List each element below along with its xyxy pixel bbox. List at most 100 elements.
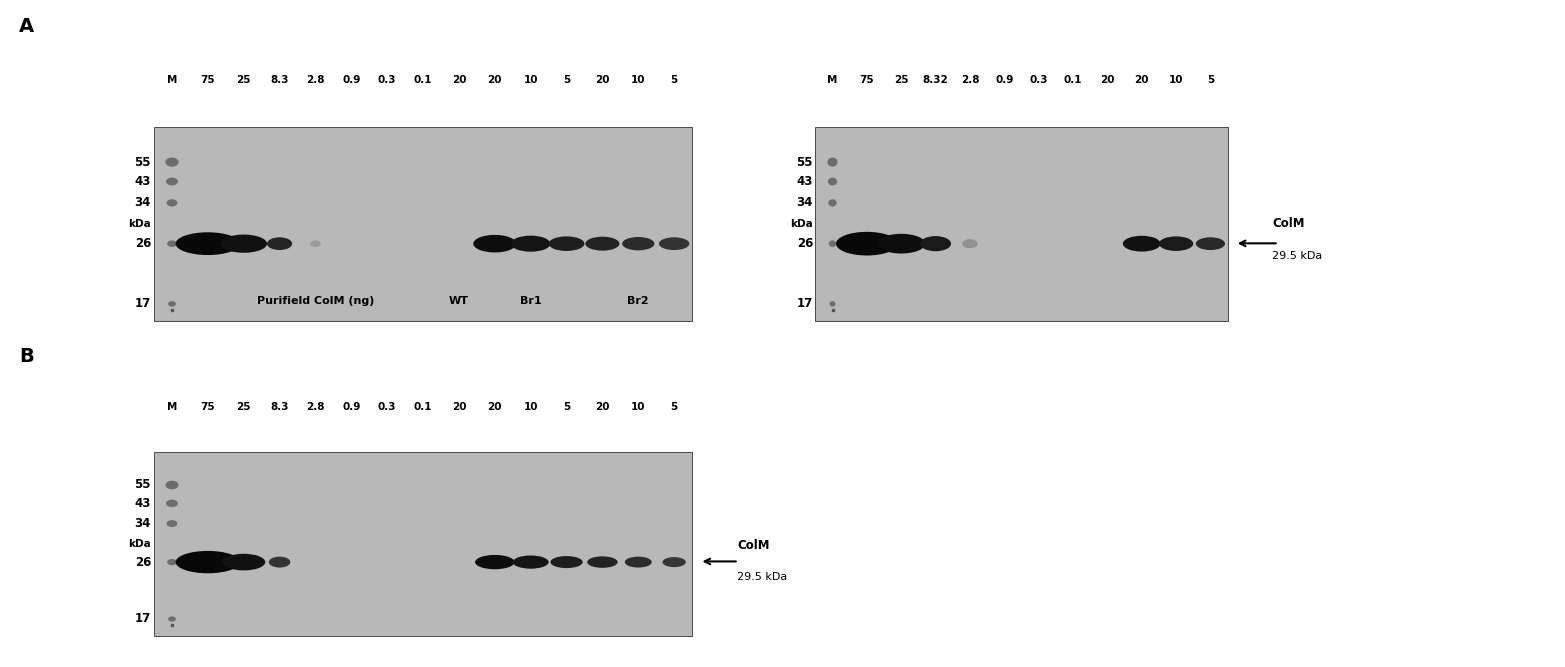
Text: 26: 26: [135, 556, 150, 568]
Text: 26: 26: [135, 237, 150, 250]
Ellipse shape: [836, 232, 898, 255]
Ellipse shape: [167, 559, 177, 565]
Ellipse shape: [476, 555, 515, 569]
Ellipse shape: [828, 199, 837, 207]
Text: 0.1: 0.1: [413, 402, 432, 412]
Text: 29.5 kDa: 29.5 kDa: [1272, 251, 1322, 261]
Ellipse shape: [166, 500, 178, 507]
Ellipse shape: [623, 237, 654, 250]
Text: 0.1: 0.1: [1064, 75, 1083, 85]
Ellipse shape: [876, 234, 925, 253]
Text: 20: 20: [595, 75, 610, 85]
Text: 5: 5: [670, 402, 678, 412]
Text: 5: 5: [563, 75, 570, 85]
Text: WT: WT: [449, 295, 470, 305]
Text: 34: 34: [135, 196, 150, 209]
Ellipse shape: [1160, 236, 1193, 251]
Ellipse shape: [513, 556, 549, 569]
Text: 0.9: 0.9: [995, 75, 1014, 85]
Text: kDa: kDa: [128, 219, 150, 229]
Ellipse shape: [962, 239, 978, 248]
Ellipse shape: [221, 235, 268, 253]
Ellipse shape: [167, 616, 175, 622]
Text: B: B: [19, 347, 33, 366]
Text: 10: 10: [523, 402, 538, 412]
Ellipse shape: [1122, 235, 1161, 251]
Text: kDa: kDa: [790, 219, 814, 229]
Text: 0.9: 0.9: [343, 75, 360, 85]
Text: 10: 10: [631, 402, 645, 412]
Text: 10: 10: [523, 75, 538, 85]
Text: M: M: [167, 75, 177, 85]
Text: A: A: [19, 17, 34, 35]
Ellipse shape: [175, 232, 239, 255]
Ellipse shape: [829, 301, 836, 307]
Ellipse shape: [829, 240, 836, 247]
Ellipse shape: [473, 235, 516, 253]
Ellipse shape: [828, 177, 837, 185]
Ellipse shape: [222, 554, 264, 570]
Ellipse shape: [662, 557, 685, 567]
Text: 2.8: 2.8: [307, 402, 324, 412]
Ellipse shape: [166, 520, 177, 527]
Text: 10: 10: [1169, 75, 1183, 85]
Text: 20: 20: [1100, 75, 1114, 85]
Text: 75: 75: [200, 75, 214, 85]
Text: 20: 20: [1135, 75, 1149, 85]
Ellipse shape: [828, 157, 837, 167]
Ellipse shape: [585, 237, 620, 251]
Text: kDa: kDa: [128, 539, 150, 549]
Text: Br2: Br2: [628, 295, 649, 305]
Text: 34: 34: [797, 196, 814, 209]
Ellipse shape: [175, 551, 239, 573]
Text: 29.5 kDa: 29.5 kDa: [737, 572, 787, 582]
Text: 55: 55: [797, 155, 814, 169]
FancyBboxPatch shape: [815, 127, 1227, 321]
Text: 75: 75: [200, 402, 214, 412]
Text: 8.3: 8.3: [271, 75, 290, 85]
Ellipse shape: [659, 237, 690, 250]
Text: 5: 5: [1207, 75, 1214, 85]
Ellipse shape: [166, 199, 177, 207]
Text: 2.8: 2.8: [961, 75, 980, 85]
Text: 8.32: 8.32: [923, 75, 948, 85]
Ellipse shape: [166, 481, 178, 490]
Text: 25: 25: [236, 402, 250, 412]
Ellipse shape: [310, 240, 321, 247]
Ellipse shape: [269, 557, 291, 568]
Ellipse shape: [167, 240, 177, 247]
Text: 17: 17: [797, 297, 814, 310]
Ellipse shape: [587, 556, 618, 568]
Text: 55: 55: [135, 155, 150, 169]
Text: 43: 43: [797, 175, 814, 188]
Text: 26: 26: [797, 237, 814, 250]
Ellipse shape: [510, 235, 551, 251]
Ellipse shape: [167, 301, 175, 307]
Ellipse shape: [166, 157, 178, 167]
Text: 43: 43: [135, 175, 150, 188]
Text: 20: 20: [452, 75, 466, 85]
Text: ColM: ColM: [737, 539, 770, 552]
Text: 0.3: 0.3: [377, 402, 396, 412]
Text: 17: 17: [135, 612, 150, 626]
Text: 25: 25: [894, 75, 908, 85]
Text: 20: 20: [452, 402, 466, 412]
Text: 20: 20: [488, 402, 502, 412]
Ellipse shape: [1196, 237, 1225, 250]
Ellipse shape: [166, 177, 178, 185]
Ellipse shape: [268, 237, 293, 250]
Ellipse shape: [624, 557, 651, 568]
Text: 20: 20: [488, 75, 502, 85]
FancyBboxPatch shape: [153, 127, 692, 321]
Text: M: M: [828, 75, 837, 85]
Ellipse shape: [920, 236, 952, 251]
Text: 55: 55: [135, 478, 150, 492]
Text: 34: 34: [135, 517, 150, 530]
Text: 8.3: 8.3: [271, 402, 290, 412]
Text: 17: 17: [135, 297, 150, 310]
Text: Br1: Br1: [520, 295, 541, 305]
Text: 2.8: 2.8: [307, 75, 324, 85]
Text: 0.3: 0.3: [377, 75, 396, 85]
Text: M: M: [167, 402, 177, 412]
Text: 5: 5: [670, 75, 678, 85]
